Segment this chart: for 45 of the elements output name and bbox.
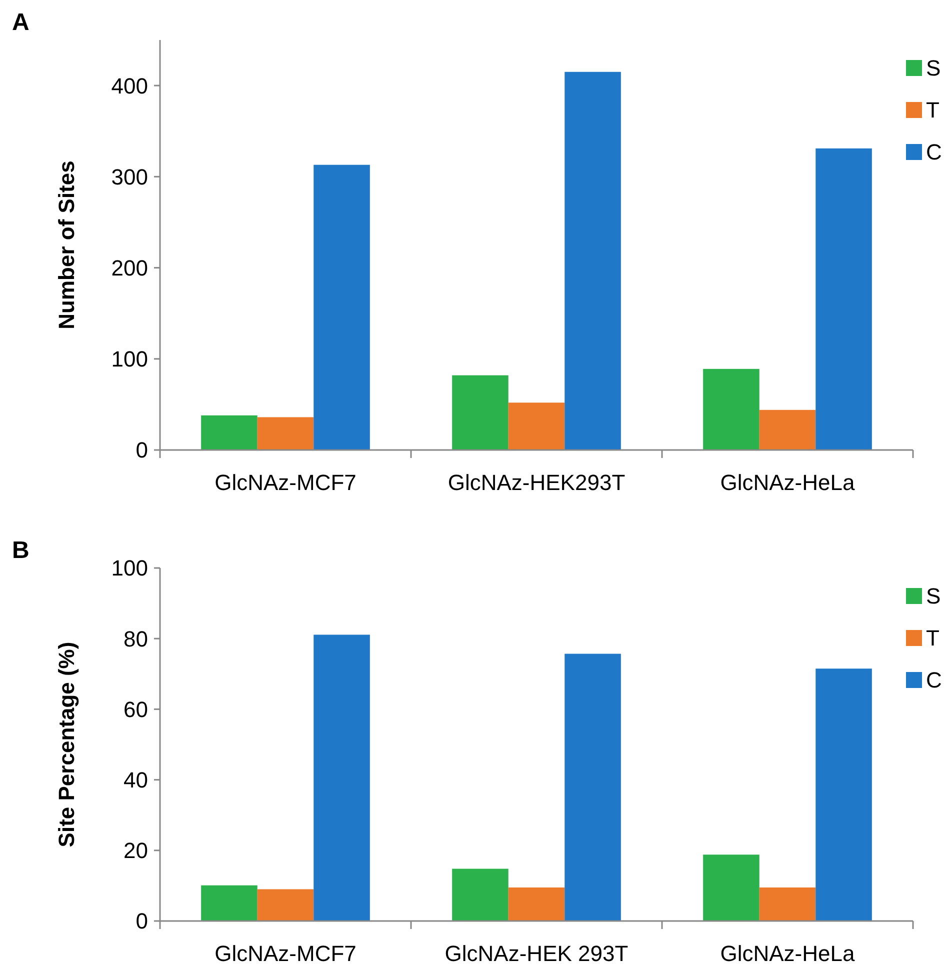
legend-label: T — [926, 626, 940, 651]
bar — [201, 415, 258, 450]
bar — [564, 72, 621, 450]
legend-label: C — [926, 668, 942, 693]
chart-title: B — [12, 537, 30, 564]
bar — [508, 402, 565, 450]
y-tick-label: 400 — [111, 73, 148, 98]
bar — [816, 148, 872, 450]
y-tick-label: 200 — [111, 255, 148, 280]
bar — [564, 654, 621, 921]
y-tick-label: 100 — [111, 556, 148, 581]
bar — [452, 375, 508, 450]
y-tick-label: 20 — [124, 838, 148, 864]
y-tick-label: 100 — [111, 346, 148, 372]
bar — [703, 368, 760, 450]
bar — [452, 868, 508, 921]
x-tick-label: GlcNAz-MCF7 — [214, 941, 356, 966]
legend-label: S — [926, 56, 941, 81]
y-tick-label: 60 — [124, 696, 148, 722]
y-tick-label: 40 — [124, 768, 148, 792]
legend-label: C — [926, 140, 942, 165]
bar — [759, 887, 816, 921]
y-tick-label: 0 — [136, 438, 148, 463]
legend-label: T — [926, 98, 940, 123]
bar — [759, 410, 816, 450]
bar — [508, 887, 565, 921]
y-axis-title: Site Percentage (%) — [54, 642, 79, 848]
x-tick-label: GlcNAz-HEK293T — [448, 470, 626, 495]
x-tick-label: GlcNAz-MCF7 — [214, 470, 356, 495]
y-tick-label: 300 — [111, 164, 148, 190]
bar — [257, 889, 314, 921]
bar — [257, 417, 314, 450]
legend-label: S — [926, 584, 941, 609]
x-tick-label: GlcNAz-HEK 293T — [444, 941, 628, 966]
chart-title: A — [12, 9, 30, 36]
x-tick-label: GlcNAz-HeLa — [720, 470, 856, 495]
bar — [314, 634, 370, 921]
y-tick-label: 0 — [136, 908, 148, 934]
bar — [816, 668, 872, 921]
y-tick-label: 80 — [124, 626, 148, 652]
bar — [201, 885, 258, 921]
y-axis-title: Number of Sites — [54, 160, 79, 330]
bar — [314, 164, 370, 450]
bar — [703, 854, 760, 921]
x-tick-label: GlcNAz-HeLa — [720, 941, 856, 966]
